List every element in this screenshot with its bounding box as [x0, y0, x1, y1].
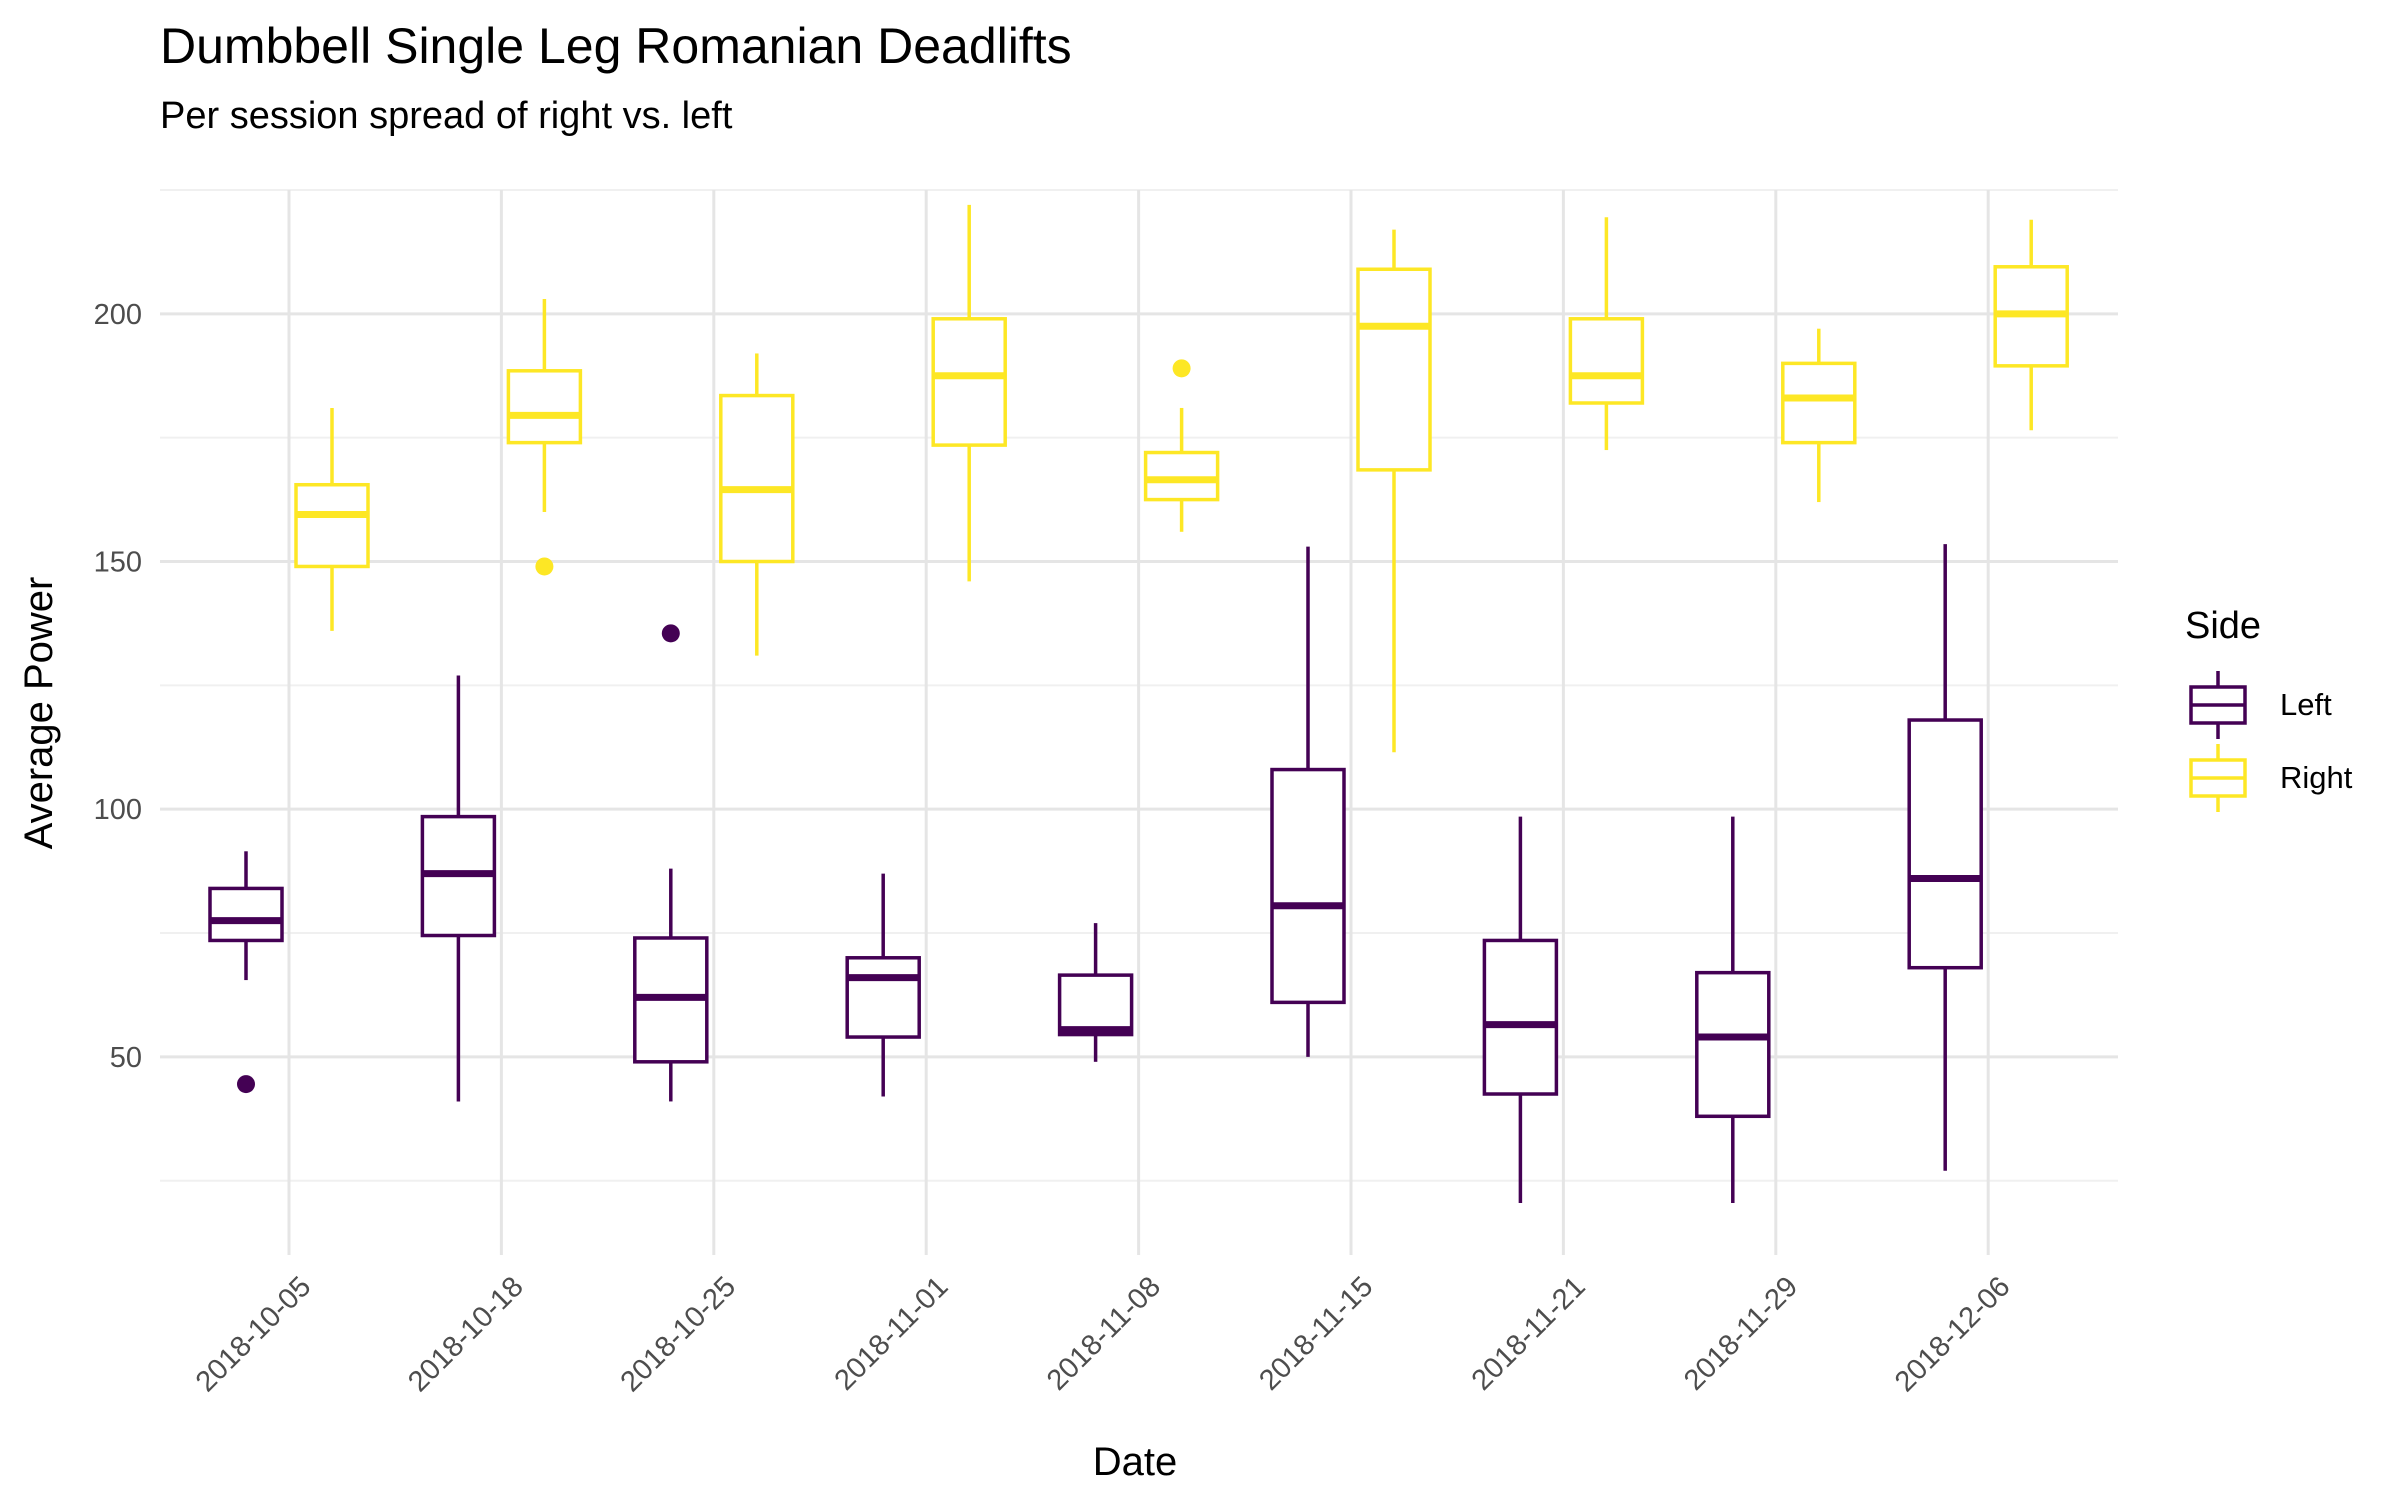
outlier-point	[1172, 359, 1191, 378]
box-right	[719, 353, 795, 656]
box-iqr	[1781, 361, 1857, 445]
box-right	[1568, 217, 1645, 451]
box-iqr	[1356, 267, 1432, 472]
box-right	[931, 204, 1007, 582]
box-left	[1695, 816, 1771, 1203]
box-left	[1057, 923, 1134, 1062]
x-tick-label: 2018-10-18	[402, 1271, 530, 1399]
box-iqr	[1143, 450, 1220, 502]
x-tick-label: 2018-11-21	[1466, 1271, 1592, 1397]
box-iqr	[1057, 973, 1134, 1037]
x-axis: 2018-10-05 2018-10-18 2018-10-25 2018-11-01…	[190, 1271, 2017, 1399]
y-axis: 50 100 150 200	[94, 299, 142, 1074]
box-left	[633, 624, 709, 1102]
chart-subtitle: Per session spread of right vs. left	[160, 95, 733, 137]
box-iqr	[294, 482, 370, 569]
box-right	[1356, 229, 1432, 753]
y-tick-label: 50	[110, 1042, 142, 1074]
series-left	[208, 544, 1983, 1203]
box-iqr	[931, 317, 1007, 447]
box-iqr	[1695, 970, 1771, 1119]
box-iqr	[208, 886, 284, 943]
box-iqr	[1482, 938, 1559, 1096]
box-iqr	[845, 956, 921, 1039]
x-tick-label: 2018-10-05	[190, 1271, 318, 1399]
box-left	[845, 873, 921, 1097]
legend-key-left	[2189, 671, 2247, 739]
legend-label-left: Left	[2280, 687, 2332, 722]
chart-title: Dumbbell Single Leg Romanian Deadlifts	[160, 18, 1072, 74]
box-iqr	[1568, 317, 1645, 405]
y-axis-title: Average Power	[17, 577, 61, 850]
legend-key-right	[2189, 744, 2247, 812]
x-tick-label: 2018-11-01	[829, 1271, 955, 1397]
outlier-point	[237, 1075, 255, 1094]
legend-label-right: Right	[2280, 760, 2353, 795]
box-left	[1270, 546, 1346, 1057]
box-right	[1781, 328, 1857, 503]
box-iqr	[1907, 718, 1983, 970]
box-left	[1907, 544, 1983, 1171]
box-right	[1993, 219, 2069, 431]
outlier-point	[661, 624, 680, 643]
series-right	[294, 204, 2069, 753]
box-right	[1143, 359, 1220, 532]
box-left	[420, 675, 497, 1102]
x-tick-label: 2018-11-15	[1253, 1271, 1379, 1397]
grid	[160, 189, 2118, 1255]
x-tick-label: 2018-11-29	[1678, 1271, 1804, 1397]
y-tick-label: 100	[94, 794, 142, 826]
x-tick-label: 2018-11-08	[1041, 1271, 1167, 1397]
y-tick-label: 200	[94, 299, 142, 331]
x-axis-title: Date	[1093, 1440, 1178, 1484]
box-iqr	[506, 369, 583, 445]
x-tick-label: 2018-12-06	[1889, 1271, 2017, 1399]
plot-area	[208, 204, 2069, 1203]
x-tick-label: 2018-10-25	[615, 1271, 743, 1399]
legend: Side Left Right	[2185, 605, 2353, 812]
legend-keys	[2189, 671, 2247, 812]
box-right	[506, 298, 583, 576]
box-right	[294, 407, 370, 631]
box-iqr	[1270, 767, 1346, 1005]
box-left	[1482, 816, 1559, 1203]
outlier-point	[535, 557, 554, 576]
box-iqr	[719, 393, 795, 564]
y-tick-label: 150	[94, 547, 142, 579]
legend-title: Side	[2185, 605, 2261, 647]
box-left	[208, 851, 284, 1094]
